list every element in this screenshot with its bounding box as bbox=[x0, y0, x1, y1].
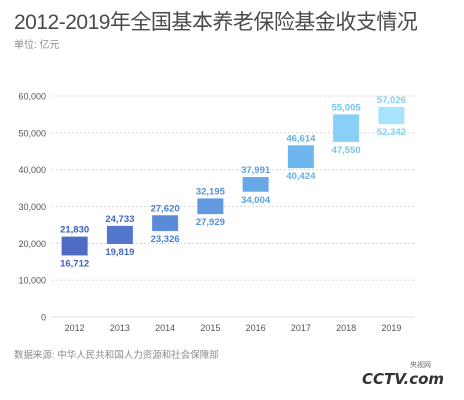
x-tick-label: 2012 bbox=[65, 323, 85, 333]
range-bar bbox=[287, 145, 314, 169]
range-bar bbox=[242, 177, 269, 192]
bar-bottom-label: 47,550 bbox=[332, 145, 361, 156]
bar-top-label: 55,005 bbox=[332, 102, 362, 113]
y-tick-label: 30,000 bbox=[18, 202, 46, 212]
bar-bottom-label: 34,004 bbox=[241, 195, 271, 206]
bar-top-label: 57,026 bbox=[377, 95, 406, 106]
bar-top-label: 32,195 bbox=[196, 186, 226, 197]
y-tick-label: 0 bbox=[41, 313, 46, 323]
range-bar bbox=[106, 225, 133, 245]
cctv-logo: 央视网 CCTV.com bbox=[362, 360, 458, 392]
logo-site-text: 央视网 bbox=[410, 362, 431, 369]
bar-top-label: 24,733 bbox=[105, 214, 134, 225]
bar-bottom-label: 23,326 bbox=[151, 234, 180, 245]
x-tick-label: 2014 bbox=[155, 323, 175, 333]
range-bar bbox=[152, 215, 179, 232]
range-bar bbox=[378, 106, 405, 125]
chart-title: 2012-2019年全国基本养老保险基金收支情况 bbox=[14, 11, 418, 34]
bar-bottom-label: 52,342 bbox=[377, 127, 406, 138]
range-bar bbox=[61, 236, 88, 256]
x-tick-label: 2016 bbox=[246, 323, 266, 333]
x-tick-label: 2013 bbox=[110, 323, 130, 333]
unit-label: 单位: 亿元 bbox=[14, 40, 60, 51]
bar-top-label: 21,830 bbox=[60, 225, 89, 236]
y-tick-label: 20,000 bbox=[18, 239, 46, 249]
logo-wordmark: CCTV.com bbox=[362, 370, 445, 388]
bar-bottom-label: 27,929 bbox=[196, 217, 225, 228]
y-tick-label: 50,000 bbox=[18, 128, 46, 138]
range-bar bbox=[333, 114, 360, 142]
range-bar bbox=[197, 198, 224, 215]
bar-top-label: 27,620 bbox=[151, 203, 180, 214]
bar-top-label: 37,991 bbox=[241, 165, 271, 176]
y-tick-label: 60,000 bbox=[18, 92, 46, 102]
bar-bottom-label: 40,424 bbox=[286, 171, 316, 182]
bar-bottom-label: 19,819 bbox=[105, 247, 134, 258]
bar-bottom-label: 16,712 bbox=[60, 258, 89, 269]
x-tick-label: 2018 bbox=[336, 323, 356, 333]
bar-top-label: 46,614 bbox=[286, 133, 316, 144]
x-tick-label: 2019 bbox=[381, 323, 401, 333]
x-tick-label: 2015 bbox=[200, 323, 220, 333]
y-tick-label: 10,000 bbox=[18, 276, 46, 286]
source-note: 数据来源: 中华人民共和国人力资源和社会保障部 bbox=[14, 350, 219, 361]
y-tick-label: 40,000 bbox=[18, 165, 46, 175]
x-tick-label: 2017 bbox=[291, 323, 311, 333]
chart-svg: 0 10,000 20,000 30,000 40,000 50,000 60,000 21,… bbox=[18, 92, 414, 333]
